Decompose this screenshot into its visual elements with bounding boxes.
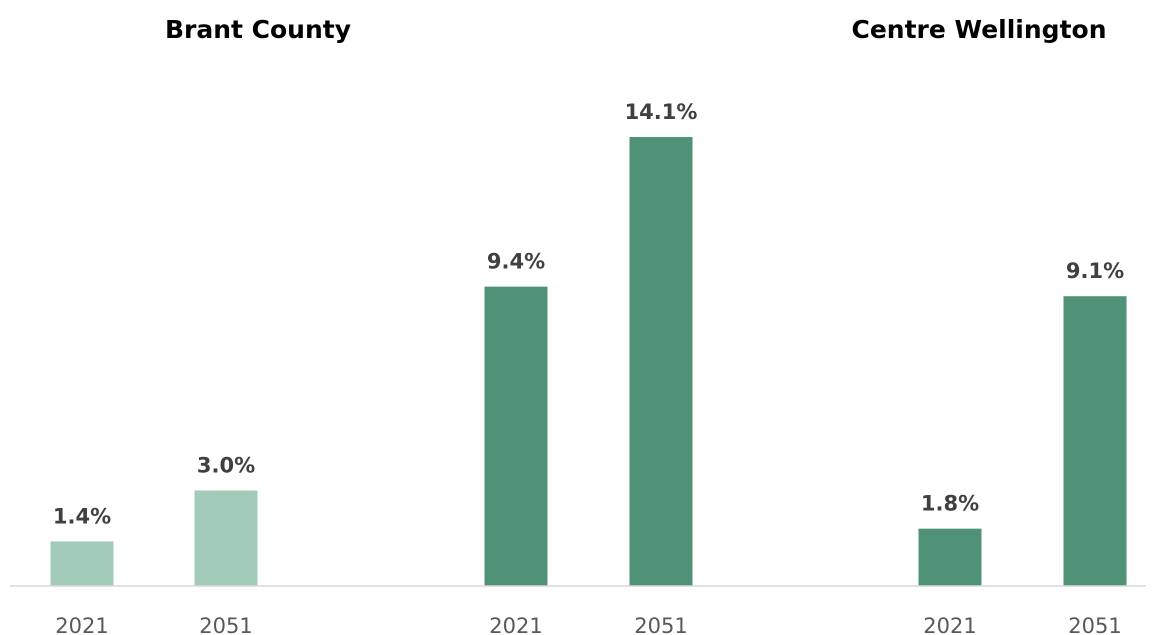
group-titles: Brant County Centre Wellington bbox=[165, 15, 1107, 44]
data-label: 3.0% bbox=[197, 453, 255, 477]
bar-2051 bbox=[629, 137, 693, 586]
x-tick-label: 2021 bbox=[55, 614, 108, 635]
bar-2021 bbox=[918, 528, 982, 586]
bar-2021 bbox=[484, 286, 548, 586]
bar-2051 bbox=[194, 490, 258, 586]
x-tick-labels: 2021 2051 2021 2051 2021 2051 bbox=[55, 614, 1121, 635]
x-tick-label: 2051 bbox=[199, 614, 252, 635]
x-tick-label: 2021 bbox=[923, 614, 976, 635]
bars bbox=[50, 137, 1127, 586]
bar-2021 bbox=[50, 541, 114, 586]
group-title: Brant County bbox=[165, 15, 351, 44]
value-labels: 1.4% 3.0% 9.4% 14.1% 1.8% 9.1% bbox=[53, 100, 1124, 528]
x-tick-label: 2021 bbox=[489, 614, 542, 635]
bar-2051 bbox=[1063, 296, 1127, 586]
group-title: Centre Wellington bbox=[851, 15, 1106, 44]
x-tick-label: 2051 bbox=[1068, 614, 1121, 635]
data-label: 9.1% bbox=[1066, 259, 1124, 283]
data-label: 9.4% bbox=[487, 250, 545, 274]
data-label: 1.8% bbox=[921, 492, 979, 516]
x-tick-label: 2051 bbox=[634, 614, 687, 635]
data-label: 14.1% bbox=[625, 100, 698, 124]
data-label: 1.4% bbox=[53, 504, 111, 528]
